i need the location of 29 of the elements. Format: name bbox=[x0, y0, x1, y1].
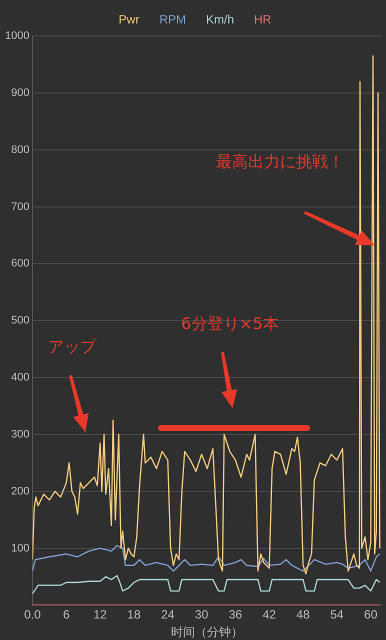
x-tick-label: 6 bbox=[62, 608, 70, 622]
annotation: アップ bbox=[48, 337, 97, 356]
y-tick-label: 900 bbox=[11, 86, 30, 99]
y-tick-label: 500 bbox=[11, 314, 30, 327]
x-tick-label: 30 bbox=[194, 608, 209, 622]
x-tick-label: 42 bbox=[262, 608, 276, 622]
text: RPM bbox=[159, 12, 186, 26]
annotation: 最高出力に挑戦！ bbox=[216, 152, 344, 172]
y-tick-label: 200 bbox=[11, 485, 30, 498]
x-tick-label: 18 bbox=[127, 608, 141, 622]
x-axis-title: 时间（分钟） bbox=[171, 625, 244, 640]
y-tick-label: 600 bbox=[11, 258, 30, 270]
x-tick-label: 54 bbox=[330, 608, 344, 622]
x-tick-label: 12 bbox=[93, 608, 108, 622]
y-tick-label: 300 bbox=[11, 428, 30, 440]
x-tick-label: 48 bbox=[296, 608, 310, 622]
x-tick-label: 24 bbox=[161, 608, 175, 622]
annotation: 6分登り×5本 bbox=[181, 314, 279, 334]
y-tick-label: 800 bbox=[11, 144, 30, 156]
text: Pwr bbox=[118, 12, 140, 26]
x-tick-label: 36 bbox=[228, 608, 242, 622]
y-tick-label: 700 bbox=[11, 200, 30, 213]
y-tick-label: 1000 bbox=[4, 30, 30, 42]
x-tick-label: 0.0 bbox=[24, 608, 42, 622]
x-tick-label: 60 bbox=[364, 608, 378, 622]
y-tick-label: 100 bbox=[11, 542, 30, 554]
y-tick-label: 400 bbox=[11, 372, 30, 384]
text: Km/h bbox=[206, 12, 234, 26]
text: HR bbox=[254, 12, 272, 26]
